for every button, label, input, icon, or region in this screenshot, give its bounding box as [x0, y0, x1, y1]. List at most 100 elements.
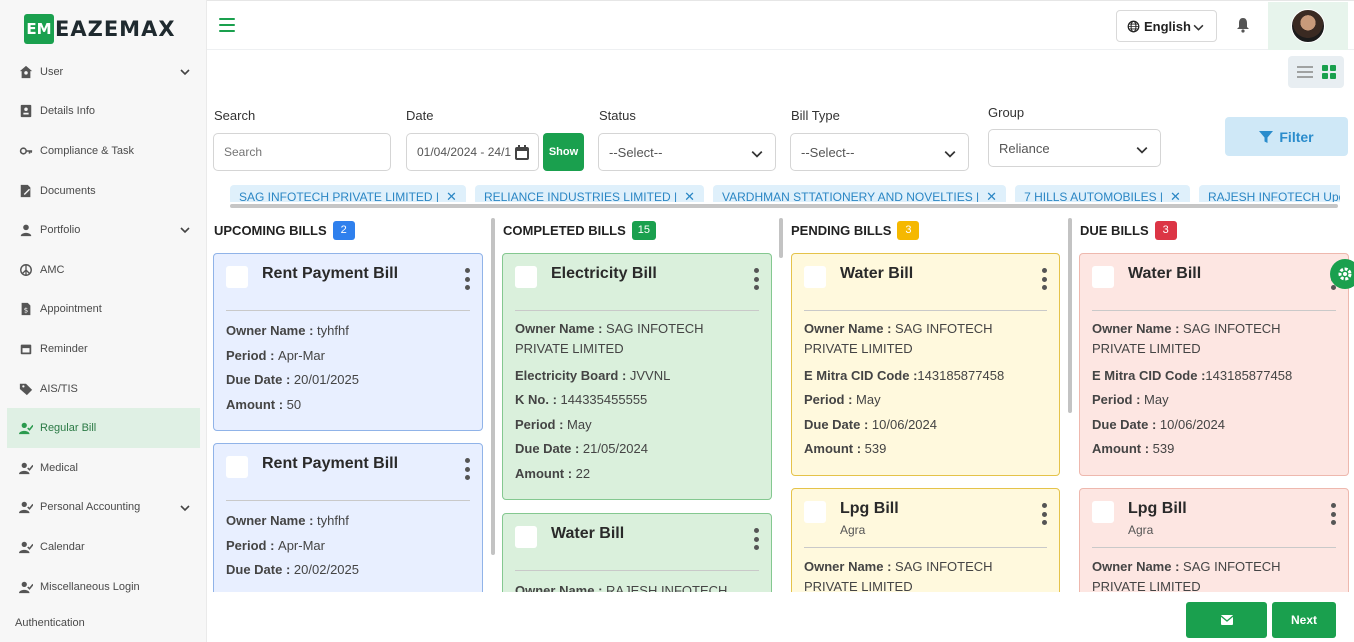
sidebar-item-user[interactable]: User — [7, 52, 200, 92]
tag-icon — [19, 382, 33, 396]
user-profile-menu[interactable] — [1268, 2, 1348, 50]
card-divider — [1092, 547, 1336, 548]
tags-scrollbar[interactable] — [230, 204, 1338, 208]
close-icon[interactable]: ✕ — [446, 189, 457, 202]
column-scrollbar[interactable] — [491, 218, 495, 555]
search-input[interactable] — [213, 133, 391, 171]
settings-fab[interactable] — [1330, 259, 1354, 289]
more-options-icon[interactable] — [1042, 503, 1047, 525]
sidebar-item-miscellaneous-login[interactable]: Miscellaneous Login — [7, 567, 200, 607]
card-checkbox[interactable] — [226, 266, 248, 288]
bill-card[interactable]: Water Bill Owner Name : SAG INFOTECH PRI… — [791, 253, 1060, 476]
sidebar-item-amc[interactable]: AMC — [7, 250, 200, 290]
card-fields: Owner Name : SAG INFOTECH PRIVATE LIMITE… — [1092, 557, 1336, 597]
grid-view-icon[interactable] — [1322, 65, 1336, 79]
funnel-icon — [1259, 130, 1274, 143]
show-button[interactable]: Show — [543, 133, 584, 171]
sidebar-item-label: Miscellaneous Login — [40, 580, 140, 593]
sidebar-item-documents[interactable]: Documents — [7, 171, 200, 211]
more-options-icon[interactable] — [465, 458, 470, 480]
group-tag[interactable]: RELIANCE INDUSTRIES LIMITED | ✕ — [474, 184, 704, 202]
group-tag[interactable]: SAG INFOTECH PRIVATE LIMITED | ✕ — [230, 184, 466, 202]
bill-type-select-value: --Select-- — [801, 144, 855, 160]
close-icon[interactable]: ✕ — [986, 189, 998, 202]
more-options-icon[interactable] — [1042, 268, 1047, 290]
sidebar-item-label: Reminder — [40, 342, 88, 355]
sidebar-item-appointment[interactable]: $ Appointment — [7, 290, 200, 330]
sidebar-item-label: Personal Accounting — [40, 501, 141, 514]
card-field: Period : Apr-Mar — [226, 347, 325, 363]
date-range-input[interactable]: 01/04/2024 - 24/1 — [406, 133, 539, 171]
group-label: Group — [988, 105, 1025, 120]
card-checkbox[interactable] — [804, 266, 826, 288]
sidebar-nav: User Details Info Compliance & Task Docu… — [7, 52, 200, 606]
card-divider — [804, 310, 1047, 311]
calendar-icon[interactable] — [514, 145, 530, 161]
chevron-down-icon — [751, 151, 763, 158]
card-checkbox[interactable] — [515, 266, 537, 288]
sidebar-item-regular-bill[interactable]: Regular Bill — [7, 408, 200, 448]
next-button[interactable]: Next — [1272, 602, 1336, 638]
menu-toggle-icon[interactable] — [219, 18, 235, 32]
more-options-icon[interactable] — [754, 528, 759, 550]
card-field: Electricity Board : JVVNL — [515, 367, 671, 383]
brand-mark: EM — [24, 14, 54, 44]
language-select[interactable]: English — [1116, 10, 1217, 42]
card-checkbox[interactable] — [804, 501, 826, 523]
top-header: English — [207, 0, 1354, 50]
document-edit-icon — [19, 184, 33, 198]
close-icon[interactable]: ✕ — [1170, 189, 1181, 202]
more-options-icon[interactable] — [754, 268, 759, 290]
bill-type-select[interactable]: --Select-- — [790, 133, 969, 171]
brand-logo[interactable]: EM EAZEMAX — [24, 13, 176, 45]
sidebar-item-reminder[interactable]: Reminder — [7, 329, 200, 369]
user-check-icon — [19, 540, 33, 554]
card-title: Electricity Bill — [551, 265, 657, 282]
sidebar-item-calendar[interactable]: Calendar — [7, 527, 200, 567]
group-tag-label: RELIANCE INDUSTRIES LIMITED | — [483, 190, 678, 202]
column-scrollbar[interactable] — [779, 218, 783, 258]
card-checkbox[interactable] — [1092, 501, 1114, 523]
group-select[interactable]: Reliance — [988, 129, 1161, 167]
group-tag[interactable]: RAJESH INFOTECH Update |✕ — [1198, 184, 1340, 202]
close-icon[interactable]: ✕ — [684, 189, 695, 202]
more-options-icon[interactable] — [465, 268, 470, 290]
more-options-icon[interactable] — [1331, 503, 1336, 525]
card-divider — [804, 547, 1047, 548]
card-checkbox[interactable] — [515, 526, 537, 548]
sidebar: EM EAZEMAX User Details Info Compliance … — [0, 0, 207, 642]
sidebar-item-details-info[interactable]: Details Info — [7, 92, 200, 132]
list-view-icon[interactable] — [1296, 65, 1314, 79]
bill-card[interactable]: Water Bill Owner Name : SAG INFOTECH PRI… — [1079, 253, 1349, 476]
bill-card[interactable]: Rent Payment Bill Owner Name : tyhfhf Pe… — [213, 253, 483, 431]
sidebar-item-compliance-task[interactable]: Compliance & Task — [7, 131, 200, 171]
card-field: Amount : 22 — [515, 465, 591, 481]
card-checkbox[interactable] — [226, 456, 248, 478]
user-check-icon — [19, 421, 33, 435]
card-title: Water Bill — [1128, 265, 1202, 282]
sidebar-item-label: Documents — [40, 184, 96, 197]
sidebar-item-personal-accounting[interactable]: Personal Accounting — [7, 488, 200, 528]
card-field: Period : May — [1092, 392, 1169, 408]
card-field: Due Date : 20/02/2025 — [226, 562, 359, 578]
filter-button[interactable]: Filter — [1225, 117, 1348, 156]
sidebar-item-ais-tis[interactable]: AIS/TIS — [7, 369, 200, 409]
bell-icon[interactable] — [1236, 17, 1250, 33]
card-field: Owner Name : tyhfhf — [226, 323, 349, 338]
id-card-icon — [19, 104, 33, 118]
sidebar-item-label: Regular Bill — [40, 422, 97, 435]
sidebar-item-medical[interactable]: Medical — [7, 448, 200, 488]
status-select[interactable]: --Select-- — [598, 133, 776, 171]
card-checkbox[interactable] — [1092, 266, 1114, 288]
email-button[interactable] — [1186, 602, 1267, 638]
group-tag[interactable]: VARDHMAN STTATIONERY AND NOVELTIES | ✕ — [713, 184, 1007, 202]
column-scrollbar[interactable] — [1068, 218, 1072, 413]
card-fields: Owner Name : SAG INFOTECH PRIVATE LIMITE… — [804, 319, 1047, 462]
group-tag[interactable]: 7 HILLS AUTOMOBILES | ✕ — [1015, 184, 1190, 202]
sidebar-item-portfolio[interactable]: Portfolio — [7, 210, 200, 250]
card-field: Owner Name : SAG INFOTECH PRIVATE LIMITE… — [515, 321, 704, 356]
column-title-completed: COMPLETED BILLS 15 — [503, 221, 657, 240]
bill-card[interactable]: Electricity Bill Owner Name : SAG INFOTE… — [502, 253, 772, 500]
sidebar-section-authentication[interactable]: Authentication — [15, 617, 85, 629]
group-tag-label: 7 HILLS AUTOMOBILES | — [1024, 190, 1164, 202]
